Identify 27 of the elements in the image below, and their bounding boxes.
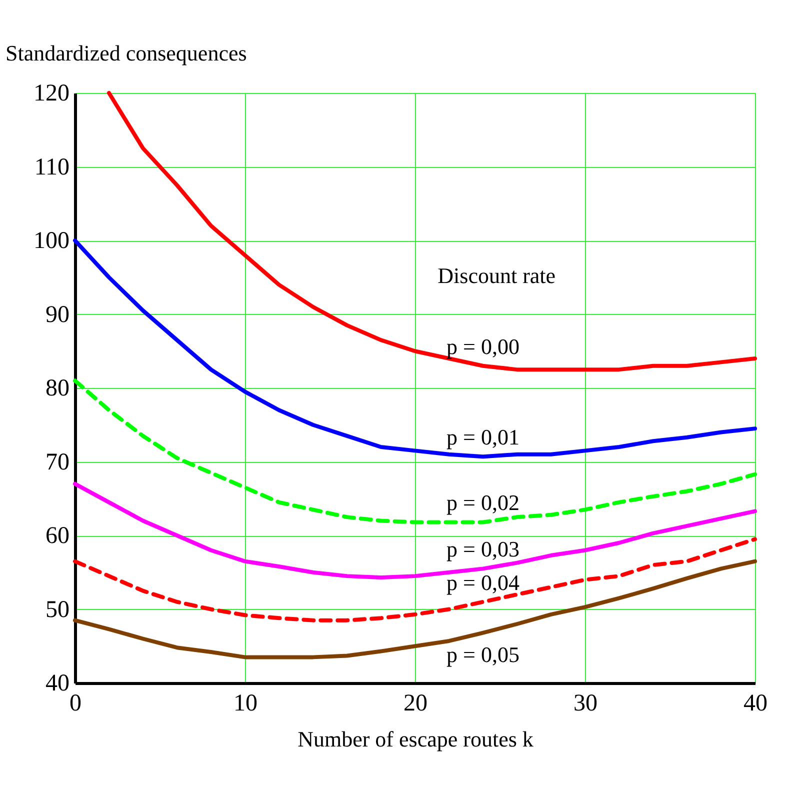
y-axis-title: Standardized consequences — [6, 40, 247, 66]
annotation: Discount rate — [438, 262, 556, 288]
series-label: p = 0,03 — [446, 536, 520, 562]
x-axis-title: Number of escape routes k — [298, 726, 534, 752]
y-tick-label: 70 — [46, 449, 70, 476]
y-tick-label: 120 — [34, 80, 70, 106]
series-label: p = 0,01 — [446, 424, 520, 450]
series-label: p = 0,02 — [446, 490, 520, 516]
x-tick-label: 10 — [234, 690, 258, 716]
x-tick-label: 40 — [744, 690, 768, 716]
series-label: p = 0,05 — [446, 642, 520, 667]
x-tick-label: 30 — [574, 690, 598, 716]
y-tick-label: 90 — [46, 302, 70, 328]
y-tick-label: 80 — [46, 376, 70, 402]
line-series — [107, 91, 757, 372]
series-label: p = 0,04 — [446, 570, 520, 595]
y-tick-label: 100 — [34, 228, 70, 254]
y-tick-label: 60 — [46, 523, 70, 549]
x-tick-label: 0 — [70, 690, 82, 716]
line-series — [73, 537, 757, 622]
y-tick-label: 50 — [46, 596, 70, 623]
line-series — [73, 378, 757, 524]
y-tick-label: 40 — [46, 670, 70, 696]
line-series — [73, 238, 757, 459]
series-label: p = 0,00 — [446, 334, 520, 359]
y-tick-label: 110 — [34, 154, 70, 180]
x-tick-label: 20 — [404, 690, 428, 716]
